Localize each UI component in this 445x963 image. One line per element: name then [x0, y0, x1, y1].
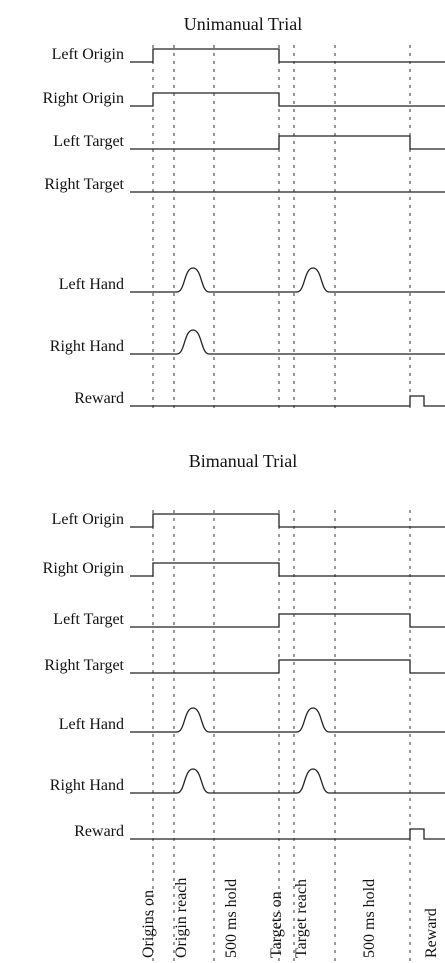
- signal-label: Left Target: [53, 611, 124, 628]
- event-label: Targets on: [268, 891, 285, 958]
- panel-title: Bimanual Trial: [189, 451, 298, 471]
- event-label: Origin reach: [173, 878, 190, 958]
- signal-waveform: [130, 707, 445, 733]
- signal-waveform: [130, 267, 445, 293]
- event-label: 500 ms hold: [223, 879, 240, 958]
- panel-title: Unimanual Trial: [184, 14, 303, 34]
- signal-label: Left Origin: [52, 511, 124, 528]
- signal-label: Left Origin: [52, 46, 124, 63]
- signal-label: Right Hand: [50, 338, 124, 355]
- signal-label: Left Hand: [59, 276, 124, 293]
- signal-waveform: [130, 659, 445, 674]
- signal-label: Reward: [74, 823, 124, 840]
- event-label: Target reach: [293, 879, 310, 958]
- signal-waveform: [130, 395, 445, 407]
- signal-waveform: [130, 768, 445, 794]
- signal-waveform: [130, 48, 445, 63]
- signal-label: Reward: [74, 390, 124, 407]
- signal-waveform: [130, 562, 445, 577]
- signal-label: Right Hand: [50, 777, 124, 794]
- signal-label: Right Origin: [43, 560, 124, 577]
- event-label: Origins on: [140, 890, 157, 958]
- signal-label: Right Target: [44, 176, 124, 193]
- signal-waveform: [130, 329, 445, 355]
- signal-waveform: [130, 135, 445, 150]
- signal-label: Right Target: [44, 657, 124, 674]
- signal-label: Left Target: [53, 133, 124, 150]
- signal-waveform: [130, 513, 445, 528]
- signal-waveform: [130, 92, 445, 107]
- signal-waveform: [130, 613, 445, 628]
- signal-label: Right Origin: [43, 90, 124, 107]
- signal-waveform: [130, 828, 445, 840]
- event-label: Reward: [423, 908, 440, 958]
- event-label: 500 ms hold: [361, 879, 378, 958]
- signal-label: Left Hand: [59, 716, 124, 733]
